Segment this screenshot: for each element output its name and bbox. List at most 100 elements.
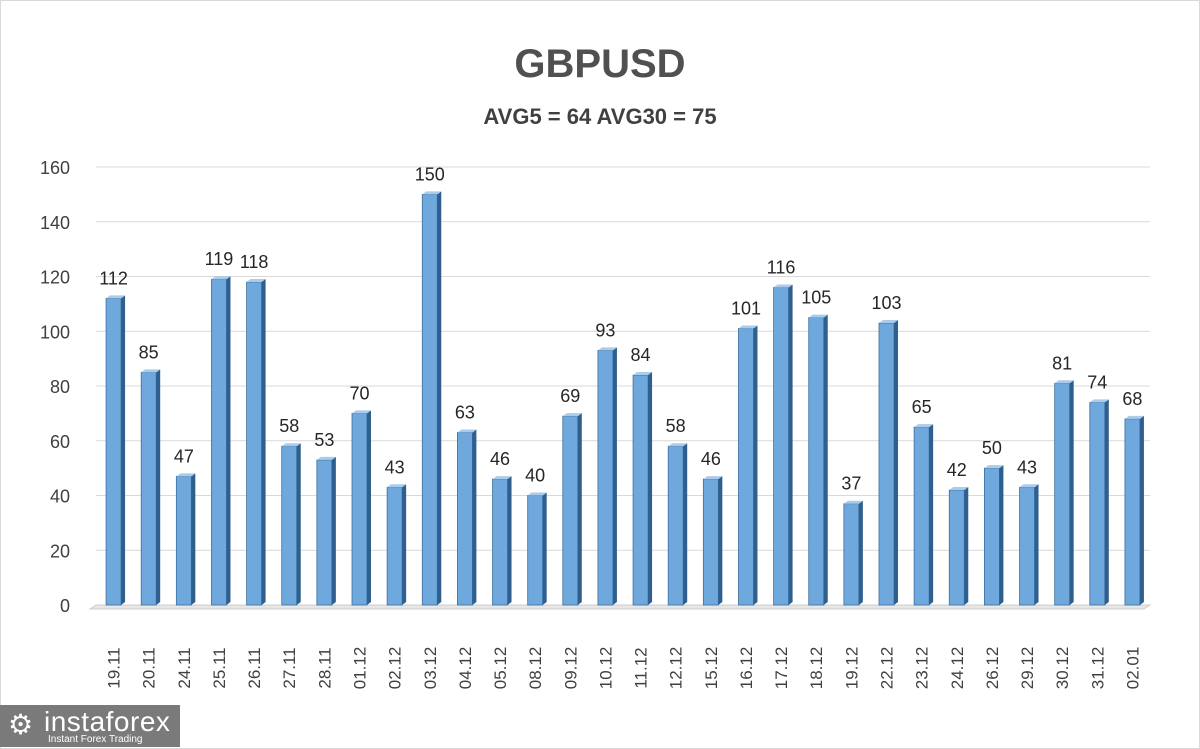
bar-top bbox=[527, 492, 547, 496]
bar-side bbox=[331, 456, 336, 605]
instaforex-logo: ⚙ instaforex Instant Forex Trading bbox=[0, 705, 180, 747]
y-tick-label: 80 bbox=[50, 377, 70, 397]
data-label: 53 bbox=[314, 430, 334, 450]
bar-top bbox=[106, 295, 126, 299]
x-tick-label: 18.12 bbox=[807, 647, 826, 690]
bar bbox=[1054, 382, 1071, 606]
bar-top bbox=[1054, 380, 1074, 384]
bar bbox=[773, 287, 789, 606]
x-tick-label: 27.11 bbox=[280, 647, 299, 688]
bar-side bbox=[437, 191, 442, 605]
chart-title: GBPUSD bbox=[514, 42, 686, 86]
data-label: 81 bbox=[1052, 353, 1072, 373]
bar-top bbox=[949, 487, 969, 491]
x-tick-label: 24.12 bbox=[948, 647, 967, 690]
logo-tagline: Instant Forex Trading bbox=[48, 734, 143, 745]
bar-top bbox=[1124, 415, 1144, 419]
bar bbox=[492, 478, 508, 606]
bar-side bbox=[1069, 380, 1074, 605]
data-label: 93 bbox=[595, 320, 615, 340]
bar-top bbox=[703, 476, 723, 480]
chart-floor bbox=[88, 604, 1152, 610]
bar-side bbox=[226, 276, 231, 605]
bar bbox=[984, 467, 1000, 606]
bar-top bbox=[316, 456, 336, 460]
bar-top bbox=[281, 443, 301, 447]
data-label: 119 bbox=[205, 249, 234, 269]
x-tick-label: 02.12 bbox=[386, 647, 405, 690]
data-label: 43 bbox=[1017, 457, 1037, 477]
x-tick-label: 01.12 bbox=[351, 647, 370, 690]
x-tick-label: 09.12 bbox=[561, 647, 580, 690]
bar-top bbox=[141, 369, 161, 373]
bar-side bbox=[894, 320, 898, 605]
data-label: 58 bbox=[279, 416, 299, 436]
bar-side bbox=[858, 500, 863, 605]
bar bbox=[316, 459, 333, 606]
data-label: 46 bbox=[701, 449, 721, 469]
bar-top bbox=[668, 443, 688, 447]
data-label: 74 bbox=[1087, 372, 1107, 392]
bar-top bbox=[562, 413, 582, 417]
data-label: 37 bbox=[841, 474, 861, 494]
y-tick-label: 160 bbox=[40, 158, 70, 178]
bar-side bbox=[648, 372, 653, 605]
bar bbox=[246, 281, 263, 606]
x-tick-label: 04.12 bbox=[456, 647, 475, 690]
y-tick-label: 0 bbox=[60, 596, 70, 616]
bar bbox=[211, 278, 227, 606]
bar-side bbox=[367, 410, 371, 605]
bar bbox=[562, 415, 579, 606]
x-tick-label: 16.12 bbox=[737, 647, 756, 690]
bar bbox=[702, 478, 719, 606]
bar-side bbox=[472, 429, 477, 605]
x-tick-label: 26.11 bbox=[245, 647, 264, 688]
x-tick-label: 08.12 bbox=[526, 647, 545, 690]
data-label: 105 bbox=[801, 288, 831, 308]
y-tick-label: 60 bbox=[50, 432, 70, 452]
data-label: 70 bbox=[349, 383, 369, 403]
data-label: 40 bbox=[525, 466, 545, 486]
bar-side bbox=[1104, 399, 1109, 605]
data-label: 85 bbox=[139, 342, 159, 362]
bar bbox=[632, 374, 649, 606]
bar bbox=[913, 426, 930, 606]
bar bbox=[421, 193, 438, 606]
data-label: 84 bbox=[631, 345, 651, 365]
bar bbox=[105, 297, 122, 606]
x-tick-label: 02.01 bbox=[1123, 647, 1142, 690]
bar-side bbox=[929, 424, 934, 605]
bar-top bbox=[352, 410, 371, 414]
x-tick-label: 03.12 bbox=[421, 647, 440, 690]
bar-side bbox=[156, 369, 161, 605]
bar-top bbox=[773, 284, 793, 288]
bar bbox=[948, 489, 965, 606]
x-tick-label: 29.12 bbox=[1018, 647, 1037, 690]
bar-top bbox=[387, 484, 407, 488]
x-tick-label: 05.12 bbox=[491, 647, 510, 690]
bar-top bbox=[1019, 484, 1039, 488]
bar-side bbox=[753, 325, 758, 605]
bar-top bbox=[211, 276, 231, 280]
bar-top bbox=[738, 325, 758, 329]
bar-top bbox=[597, 347, 617, 351]
y-tick-label: 20 bbox=[50, 541, 70, 561]
data-label: 112 bbox=[99, 268, 128, 288]
x-tick-label: 19.12 bbox=[842, 647, 861, 690]
data-label: 116 bbox=[767, 257, 796, 277]
bar bbox=[140, 371, 157, 606]
bar-top bbox=[984, 465, 1004, 469]
bar bbox=[1019, 486, 1035, 606]
data-label: 43 bbox=[385, 457, 405, 477]
bar-top bbox=[457, 429, 477, 433]
bar-side bbox=[1034, 484, 1039, 605]
bar-top bbox=[422, 191, 442, 195]
data-label: 42 bbox=[947, 460, 967, 480]
bar bbox=[281, 445, 298, 606]
x-tick-label: 26.12 bbox=[983, 647, 1002, 690]
data-label: 103 bbox=[871, 293, 901, 313]
gear-logo-icon: ⚙ bbox=[8, 709, 34, 740]
bar-side bbox=[718, 476, 723, 605]
x-tick-label: 30.12 bbox=[1053, 647, 1072, 690]
